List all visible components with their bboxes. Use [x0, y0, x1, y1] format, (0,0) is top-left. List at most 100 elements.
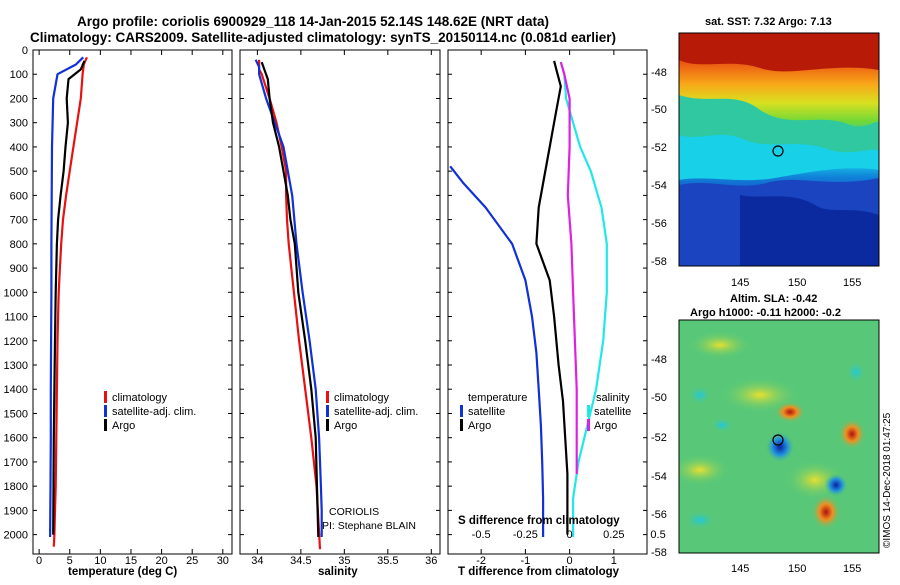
series-line-climatology: [258, 59, 322, 550]
x-tick-label: -1: [520, 555, 530, 567]
figure-title-line1: Argo profile: coriolis 6900929_118 14-Ja…: [77, 14, 549, 29]
s-difference-axis-label: S difference from climatology: [458, 515, 620, 527]
depth-tick-label: 1100: [4, 312, 28, 324]
difference-panel-frame: [447, 49, 648, 555]
sst-ytick-56: -56: [651, 218, 667, 230]
legend-label-climatology: climatology: [112, 392, 168, 404]
s-difference-tick-label: -0.5: [472, 529, 491, 541]
legend-label-s-satellite: satellite: [594, 406, 631, 418]
sla-negative-anomaly: [688, 385, 712, 405]
legend-swatch-s-argo: [587, 419, 590, 431]
depth-tick-label: 1000: [4, 287, 28, 299]
legend-title-salinity: salinity: [596, 392, 630, 404]
depth-tick-label: 300: [10, 118, 28, 130]
x-tick-label: 15: [125, 555, 137, 567]
sla-map-frame: [678, 319, 880, 554]
temperature-legend: climatology satellite-adj. clim. Argo: [104, 391, 196, 432]
sla-map-title-line2: Argo h1000: -0.11 h2000: -0.2: [690, 307, 841, 319]
legend-swatch-climatology: [326, 391, 329, 403]
x-tick-label: 20: [155, 555, 167, 567]
s-difference-tick-label: 0: [567, 529, 573, 541]
x-tick-label: 30: [217, 555, 229, 567]
legend-label-argo: Argo: [112, 420, 135, 432]
legend-swatch-argo: [326, 419, 329, 431]
legend-swatch-t-satellite: [460, 405, 463, 417]
depth-tick-label: 400: [10, 142, 28, 154]
x-tick-label: -2: [476, 555, 486, 567]
x-tick-label: 0: [567, 555, 573, 567]
sst-cyan-band: [679, 134, 879, 181]
salinity-panel-frame: [239, 49, 441, 555]
sla-map: [679, 320, 879, 553]
sst-ytick-58: -58: [651, 256, 667, 268]
series-line-argo: [52, 60, 86, 535]
sla-negative-anomaly: [846, 360, 866, 384]
salinity-axis-label: salinity: [318, 566, 358, 578]
sst-warm-region: [679, 33, 879, 72]
x-tick-label: 25: [186, 555, 198, 567]
x-tick-label: 34: [251, 555, 263, 567]
x-tick-label: 0: [36, 555, 42, 567]
t-difference-axis-label: T difference from climatology: [458, 566, 620, 578]
depth-axis-labels: 0 100 200 300 400 500 600 700 800 900 1000 1100 1200…: [4, 45, 28, 542]
sla-ytick-52: -52: [651, 432, 667, 444]
x-tick-label: 35.5: [377, 555, 398, 567]
legend-swatch-satellite: [104, 405, 107, 417]
depth-tick-label: 1200: [4, 336, 28, 348]
legend-swatch-satellite: [326, 405, 329, 417]
sla-ytick-54: -54: [651, 471, 667, 483]
s-difference-tick-label: -0.25: [513, 529, 538, 541]
legend-swatch-argo: [104, 419, 107, 431]
series-line-satellite-adj-clim: [254, 59, 323, 537]
sst-ytick-54: -54: [651, 180, 667, 192]
coriolis-annotation: CORIOLIS: [329, 506, 379, 518]
x-axis-tick-labels: 0 5 10 15 20 25 30 34 34.5 35 35.5 36 -2 -1 0 1 -0.5 -0.2…: [36, 529, 666, 567]
axis-ticks: [33, 49, 647, 554]
depth-tick-label: 1900: [4, 505, 28, 517]
x-tick-label: 36: [425, 555, 437, 567]
depth-tick-label: 2000: [4, 530, 28, 542]
sst-map-x-ticks: 145 150 155: [731, 277, 861, 289]
sla-xtick-155: 155: [843, 563, 861, 575]
depth-tick-label: 1800: [4, 481, 28, 493]
depth-tick-label: 1600: [4, 433, 28, 445]
series-line-argo: [260, 61, 320, 538]
series-line-temperature-argo: [535, 60, 569, 535]
legend-label-satellite: satellite-adj. clim.: [334, 406, 418, 418]
sla-negative-anomaly: [710, 417, 734, 433]
sla-negative-anomaly: [824, 473, 848, 497]
legend-swatch-t-argo: [460, 419, 463, 431]
sla-positive-anomaly: [838, 418, 866, 450]
sst-map: [679, 33, 879, 266]
depth-tick-label: 900: [10, 263, 28, 275]
x-tick-label: 34.5: [290, 555, 311, 567]
depth-tick-label: 100: [10, 69, 28, 81]
pi-annotation: PI: Stephane BLAIN: [322, 520, 416, 532]
sst-argo-location-marker: [772, 145, 784, 157]
x-tick-label: 10: [94, 555, 106, 567]
depth-tick-label: 700: [10, 215, 28, 227]
sla-yellow-anomaly: [679, 454, 730, 486]
sla-positive-anomaly: [774, 401, 806, 423]
sst-xtick-155: 155: [843, 277, 861, 289]
depth-tick-label: 1300: [4, 360, 28, 372]
legend-label-argo: Argo: [334, 420, 357, 432]
sla-yellow-anomaly: [688, 331, 752, 359]
sla-map-x-ticks: 145 150 155: [731, 563, 861, 575]
depth-tick-label: 1500: [4, 408, 28, 420]
series-line-salinity-argo: [559, 61, 578, 474]
legend-label-satellite: satellite-adj. clim.: [112, 406, 196, 418]
sla-ytick-48: -48: [651, 354, 667, 366]
sst-xtick-145: 145: [731, 277, 749, 289]
sst-coldest-region: [740, 195, 879, 266]
x-tick-label: 5: [67, 555, 73, 567]
series-line-satellite-adj-clim: [49, 56, 84, 538]
sst-ytick-52: -52: [651, 142, 667, 154]
sst-ytick-50: -50: [651, 104, 667, 116]
difference-series: [449, 60, 608, 537]
temperature-series: [49, 56, 88, 547]
depth-tick-label: 200: [10, 93, 28, 105]
legend-label-climatology: climatology: [334, 392, 390, 404]
legend-label-t-argo: Argo: [468, 420, 491, 432]
sla-negative-anomaly: [684, 510, 716, 530]
